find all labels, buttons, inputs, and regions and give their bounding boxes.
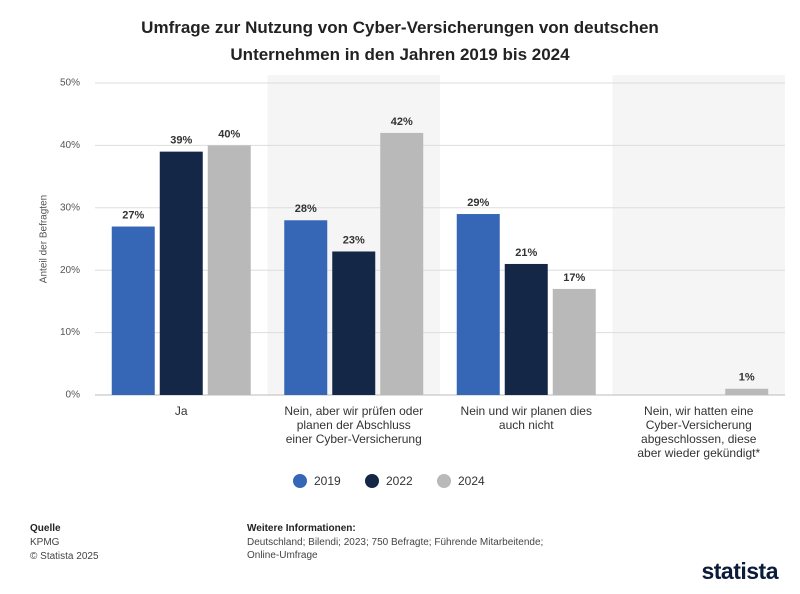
y-axis-label: Anteil der Befragten xyxy=(39,195,50,283)
info-label: Weitere Informationen: xyxy=(247,523,356,534)
value-label: 28% xyxy=(295,203,317,215)
chart-title: Umfrage zur Nutzung von Cyber-Versicheru… xyxy=(141,18,659,64)
value-label: 39% xyxy=(170,135,192,147)
bar xyxy=(456,214,500,395)
x-tick-label: Nein, aber wir prüfen oder planen der Ab… xyxy=(284,404,424,446)
source-label: Quelle xyxy=(30,523,61,534)
bar xyxy=(380,132,424,396)
value-label: 1% xyxy=(739,372,755,384)
value-label: 17% xyxy=(563,272,585,284)
value-label: 23% xyxy=(343,234,365,246)
x-tick-label: Nein und wir planen dies auch nicht xyxy=(460,404,592,432)
bar xyxy=(552,288,596,395)
copyright: © Statista 2025 xyxy=(30,551,99,562)
brand-logo: statista xyxy=(701,558,778,584)
bar xyxy=(332,251,376,395)
legend-marker xyxy=(293,474,307,488)
bar xyxy=(159,151,203,395)
y-tick-label: 50% xyxy=(60,78,80,89)
value-label: 40% xyxy=(218,128,240,140)
legend-marker xyxy=(437,474,451,488)
value-label: 27% xyxy=(122,209,144,221)
y-tick-label: 40% xyxy=(60,140,80,151)
y-tick-label: 30% xyxy=(60,202,80,213)
bar xyxy=(111,226,155,395)
x-tick-label: Ja xyxy=(174,404,188,418)
info: Deutschland; Bilendi; 2023; 750 Befragte… xyxy=(247,537,544,561)
y-tick-label: 0% xyxy=(66,390,81,401)
source: KPMG xyxy=(30,537,60,548)
y-tick-label: 10% xyxy=(60,327,80,338)
legend-label: 2019 xyxy=(314,474,341,488)
legend-label: 2024 xyxy=(458,474,485,488)
bar xyxy=(207,145,251,395)
value-label: 42% xyxy=(391,116,413,128)
y-tick-label: 20% xyxy=(60,265,80,276)
x-tick-label: Nein, wir hatten eine Cyber-Versicherung… xyxy=(637,404,761,460)
bar xyxy=(725,388,769,395)
value-label: 29% xyxy=(467,197,489,209)
legend-label: 2022 xyxy=(386,474,413,488)
bar xyxy=(284,220,328,395)
bar xyxy=(504,263,548,395)
legend-marker xyxy=(365,474,379,488)
value-label: 21% xyxy=(515,247,537,259)
band-shade xyxy=(612,75,785,395)
